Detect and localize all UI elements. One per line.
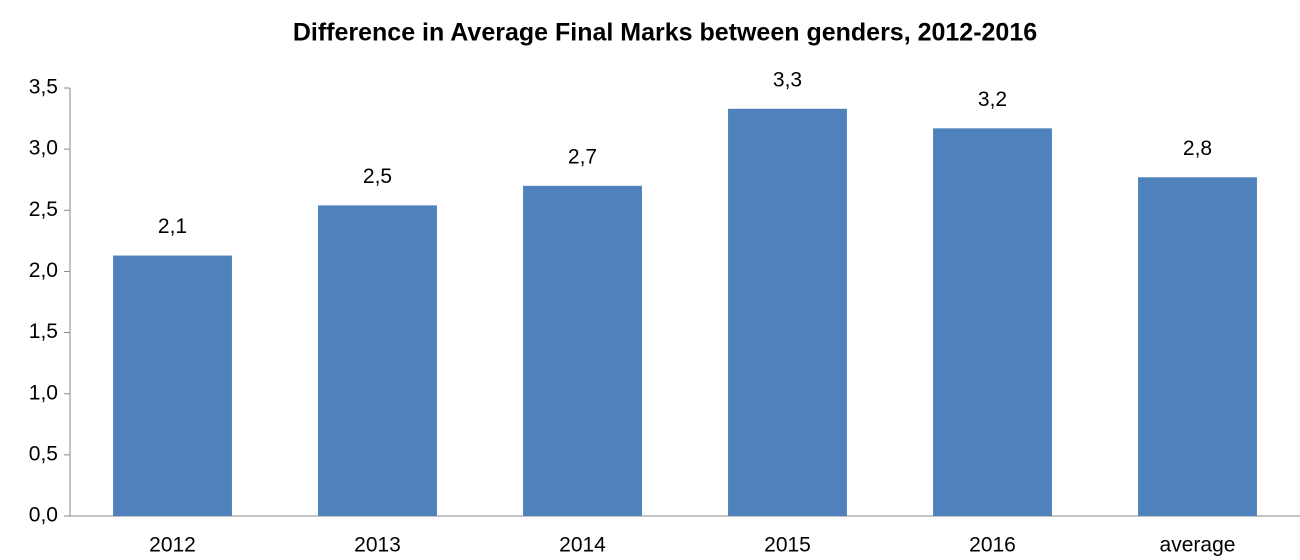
x-tick-label: 2014 — [559, 534, 606, 557]
value-label: 2,7 — [568, 145, 597, 168]
y-tick-label: 1,5 — [29, 320, 58, 343]
bar — [1138, 177, 1257, 517]
value-label: 3,2 — [978, 88, 1007, 111]
y-tick-label: 2,0 — [29, 259, 58, 282]
value-label: 3,3 — [773, 68, 802, 91]
x-tick-label: 2015 — [764, 534, 811, 557]
x-tick-label: 2013 — [354, 534, 401, 557]
y-tick-label: 3,5 — [29, 76, 58, 99]
bar — [113, 255, 232, 516]
bar — [933, 128, 1052, 516]
value-label: 2,5 — [363, 165, 392, 188]
x-tick-label: 2012 — [149, 534, 196, 557]
y-tick-label: 3,0 — [29, 137, 58, 160]
value-label: 2,1 — [158, 215, 187, 238]
bar — [728, 108, 847, 516]
value-label: 2,8 — [1183, 137, 1212, 160]
x-tick-label: average — [1160, 534, 1236, 557]
y-tick-label: 1,0 — [29, 381, 58, 404]
y-tick-label: 0,5 — [29, 442, 58, 465]
bar — [523, 185, 642, 517]
x-tick-label: 2016 — [969, 534, 1016, 557]
chart-title: Difference in Average Final Marks betwee… — [293, 19, 1037, 47]
bar — [318, 205, 437, 516]
y-tick-label: 2,5 — [29, 198, 58, 221]
y-tick-label: 0,0 — [29, 504, 58, 527]
